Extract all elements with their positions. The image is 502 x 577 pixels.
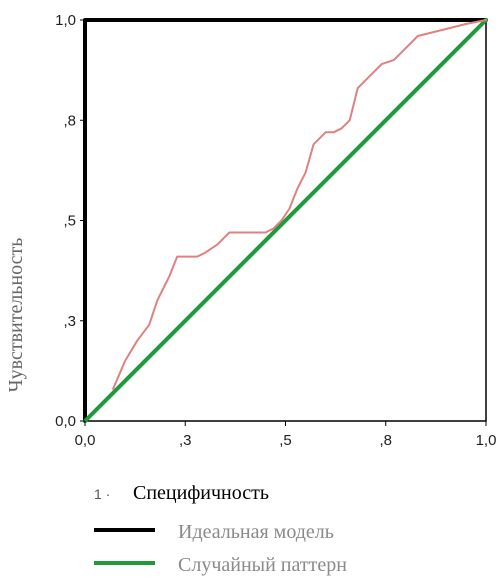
- y-tick-label: ,8: [63, 112, 76, 129]
- random-pattern-line: [83, 18, 488, 423]
- legend-entry-label: Идеальная модель: [178, 521, 334, 543]
- roc-curve-line: [112, 19, 487, 390]
- legend: 1 · Специфичность Идеальная модель Случайны…: [94, 482, 347, 576]
- y-axis-label: Чувствительность: [5, 238, 27, 393]
- y-tick-label: ,5: [63, 213, 76, 230]
- x-tick-labels: 0,0 ,3 ,5 ,8 1,0: [75, 421, 497, 449]
- legend-marker: 1 ·: [94, 486, 110, 502]
- x-tick-label: 1,0: [476, 432, 497, 449]
- x-tick-label: 0,0: [75, 432, 96, 449]
- y-tick-labels: 0,0 ,3 ,5 ,8 1,0: [55, 12, 85, 430]
- y-tick-label: 0,0: [55, 413, 76, 430]
- x-tick-label: ,8: [379, 432, 392, 449]
- x-tick-label: ,3: [179, 432, 192, 449]
- y-tick-label: ,3: [63, 313, 76, 330]
- legend-title: Специфичность: [133, 482, 269, 504]
- x-tick-label: ,5: [279, 432, 292, 449]
- legend-entry-label: Случайный паттерн: [178, 554, 347, 576]
- y-tick-label: 1,0: [55, 12, 76, 29]
